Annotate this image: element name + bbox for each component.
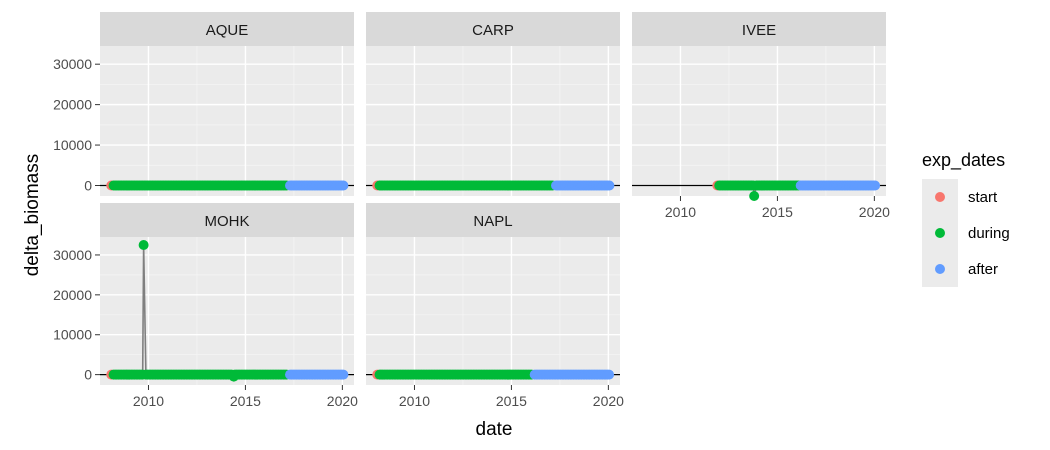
- x-tick-label: 2010: [133, 393, 164, 409]
- y-tick-label: 10000: [53, 327, 92, 343]
- x-tick-label: 2020: [593, 393, 624, 409]
- facet-panels: AQUE CARP IVEE MOHK NAPL: [100, 12, 886, 385]
- plot-background: [100, 237, 354, 385]
- x-tick-label: 2015: [496, 393, 527, 409]
- legend-key-after: [935, 264, 945, 274]
- facet-panel-aque: AQUE: [100, 12, 354, 196]
- legend-label-start: start: [968, 189, 998, 206]
- x-tick-label: 2010: [399, 393, 430, 409]
- plot-background: [100, 46, 354, 196]
- facet-strip-label: CARP: [472, 22, 514, 39]
- plot-background: [366, 237, 620, 385]
- y-tick-label: 0: [84, 367, 92, 383]
- y-tick-label: 30000: [53, 56, 92, 72]
- x-tick-label: 2015: [230, 393, 261, 409]
- facet-panel-napl: NAPL: [366, 203, 620, 385]
- facet-strip: [100, 12, 354, 46]
- facet-strip: [366, 203, 620, 237]
- data-point-after: [870, 180, 881, 191]
- legend-title: exp_dates: [922, 150, 1005, 171]
- x-tick-label: 2020: [859, 204, 890, 220]
- plot-background: [366, 46, 620, 196]
- facet-strip-label: AQUE: [206, 22, 249, 39]
- x-tick-label: 2010: [665, 204, 696, 220]
- legend-key-start: [935, 192, 945, 202]
- y-axis-title: delta_biomass: [22, 154, 43, 277]
- x-tick-label: 2020: [327, 393, 358, 409]
- y-tick-label: 20000: [53, 287, 92, 303]
- data-point-after: [338, 369, 349, 380]
- x-tick-label: 2015: [762, 204, 793, 220]
- y-tick-label: 10000: [53, 137, 92, 153]
- facet-panel-mohk: MOHK: [100, 203, 354, 385]
- legend-label-during: during: [968, 225, 1010, 242]
- data-point-after: [604, 369, 615, 380]
- y-tick-label: 20000: [53, 97, 92, 113]
- data-point-after: [604, 180, 615, 191]
- legend-label-after: after: [968, 261, 998, 278]
- facet-strip-label: MOHK: [205, 213, 250, 230]
- y-tick-label: 0: [84, 177, 92, 193]
- x-axis-title: date: [476, 419, 513, 440]
- facet-strip: [632, 12, 886, 46]
- facet-panel-ivee: IVEE: [632, 12, 886, 201]
- y-tick-label: 30000: [53, 247, 92, 263]
- data-point-after: [338, 180, 349, 191]
- facet-strip-label: NAPL: [473, 213, 512, 230]
- axes-layer: 0 10000 20000 30000 2010 2015 2020 0 10000 20000 3…: [53, 56, 890, 409]
- data-point-during: [138, 239, 149, 250]
- legend-key-during: [935, 228, 945, 238]
- facet-strip: [366, 12, 620, 46]
- facet-strip: [100, 203, 354, 237]
- facet-strip-label: IVEE: [742, 22, 776, 39]
- data-point-during: [749, 191, 760, 201]
- legend: exp_dates start during after: [922, 150, 1010, 287]
- facet-panel-carp: CARP: [366, 12, 620, 196]
- plot-background: [632, 46, 886, 196]
